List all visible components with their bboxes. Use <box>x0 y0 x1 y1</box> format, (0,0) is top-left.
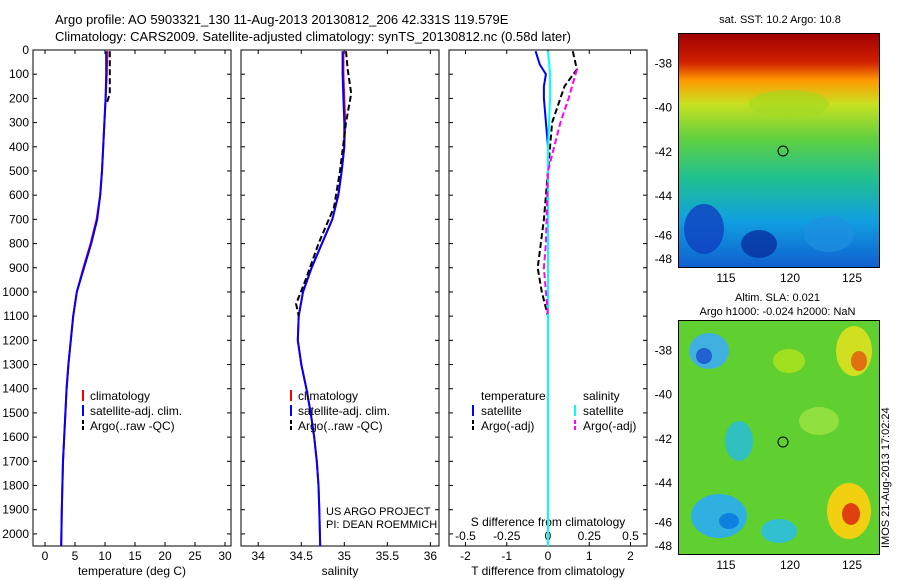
x-axis-label: temperature (deg C) <box>78 564 186 578</box>
sst-lat-label: -44 <box>655 189 673 203</box>
pi-label: PI: DEAN ROEMMICH <box>326 519 438 531</box>
x-tick-label: 0 <box>42 549 49 563</box>
legend-label: satellite <box>481 404 522 418</box>
y-tick-label: 2000 <box>2 527 29 541</box>
legend-label: satellite <box>583 404 624 418</box>
project-label: US ARGO PROJECT <box>326 506 431 518</box>
y-tick-label: 600 <box>9 188 29 202</box>
legend-label: Argo(-adj) <box>481 419 534 433</box>
series-line-satellite <box>547 51 552 546</box>
legend-label: Argo(..raw -QC) <box>90 419 175 433</box>
sla-lon-label: 120 <box>780 558 800 572</box>
profile-title: Argo profile: AO 5903321_130 11-Aug-2013… <box>55 12 509 27</box>
y-tick-label: 1700 <box>2 454 29 468</box>
legend-label: climatology <box>90 389 150 403</box>
y-tick-label: 900 <box>9 261 29 275</box>
sla-lat-label: -44 <box>655 476 673 490</box>
climatology-subtitle: Climatology: CARS2009. Satellite-adjuste… <box>55 29 571 44</box>
y-tick-label: 0 <box>22 43 29 57</box>
sla-lat-label: -42 <box>655 432 673 446</box>
x-axis-label: T difference from climatology <box>471 564 625 578</box>
sla-lon-label: 115 <box>716 558 735 572</box>
x-tick-label: 10 <box>98 549 112 563</box>
series-line-argo---raw--qc- <box>105 51 111 104</box>
x-tick-label: 0 <box>545 549 552 563</box>
y-tick-label: 1000 <box>2 285 29 299</box>
y-tick-label: 200 <box>9 91 29 105</box>
y-tick-label: 1200 <box>2 333 29 347</box>
sla-lon-label: 125 <box>842 558 862 572</box>
x-tick-label: 5 <box>72 549 79 563</box>
series-line-satellite-adj--clim- <box>296 51 346 547</box>
x-tick-label: 34 <box>252 549 266 563</box>
sla-lat-label: -40 <box>655 388 673 402</box>
sst-lat-label: -42 <box>655 145 673 159</box>
sst-map-title: sat. SST: 10.2 Argo: 10.8 <box>719 14 841 26</box>
y-tick-label: 1900 <box>2 503 29 517</box>
x-tick-label: 34.5 <box>290 549 314 563</box>
legend-label: Argo(..raw -QC) <box>298 419 383 433</box>
x-tick-label-secondary: 0.5 <box>622 529 639 543</box>
x-tick-label: 36 <box>424 549 438 563</box>
y-tick-label: 700 <box>9 212 29 226</box>
plot-frame-1 <box>240 49 440 547</box>
legend-label: satellite-adj. clim. <box>298 404 390 418</box>
y-tick-label: 1800 <box>2 479 29 493</box>
x-tick-label: 1 <box>586 549 593 563</box>
legend-label: climatology <box>298 389 358 403</box>
sst-lat-label: -40 <box>655 101 673 115</box>
y-tick-label: 800 <box>9 237 29 251</box>
series-line-argo---raw--qc- <box>295 51 353 317</box>
x-tick-label: 20 <box>158 549 172 563</box>
legend-label: Argo(-adj) <box>583 419 636 433</box>
sst-lat-label: -38 <box>655 56 673 70</box>
x-tick-label-secondary: -0.25 <box>493 529 521 543</box>
sst-lon-label: 120 <box>780 271 800 285</box>
x-tick-label: 25 <box>188 549 202 563</box>
x-tick-label: -2 <box>460 549 471 563</box>
x-tick-label-secondary: 0.25 <box>578 529 602 543</box>
sla-map-title: Altim. SLA: 0.021 <box>735 292 820 304</box>
x-axis-label: salinity <box>322 564 359 578</box>
x-tick-label: 35.5 <box>376 549 400 563</box>
sla-map-subtitle: Argo h1000: -0.024 h2000: NaN <box>699 306 856 318</box>
series-line-argo--adj- <box>542 69 578 317</box>
sla-map <box>678 320 880 555</box>
sst-lon-label: 115 <box>716 271 735 285</box>
x-tick-label: 35 <box>338 549 352 563</box>
legend-label: satellite-adj. clim. <box>90 404 182 418</box>
sst-lat-label: -48 <box>655 252 673 266</box>
sst-map <box>678 33 880 268</box>
x-tick-label: 2 <box>627 549 634 563</box>
x-tick-label: 15 <box>128 549 142 563</box>
legend-title-temperature: temperature <box>481 389 546 403</box>
sst-map-image <box>679 34 879 267</box>
x-tick-label: -1 <box>501 549 512 563</box>
y-tick-label: 1500 <box>2 406 29 420</box>
y-tick-label: 300 <box>9 116 29 130</box>
y-tick-label: 1100 <box>3 309 29 323</box>
plot-frame-0 <box>32 49 232 547</box>
x-tick-label-secondary: -0.5 <box>455 529 476 543</box>
sst-lat-label: -46 <box>655 229 673 243</box>
sst-lon-label: 125 <box>842 271 862 285</box>
sla-lat-label: -46 <box>655 516 673 530</box>
legend-title-salinity: salinity <box>583 389 620 403</box>
sla-lat-label: -38 <box>655 343 673 357</box>
sla-map-image <box>679 321 879 554</box>
y-tick-label: 100 <box>9 67 29 81</box>
series-line-satellite-adj--clim- <box>60 51 108 547</box>
x-tick-label: 30 <box>218 549 232 563</box>
imos-stamp: IMOS 21-Aug-2013 17:02:24 <box>880 407 892 548</box>
y-tick-label: 1300 <box>2 358 29 372</box>
y-tick-label: 1600 <box>2 430 29 444</box>
y-tick-label: 500 <box>9 164 29 178</box>
sla-lat-label: -48 <box>655 539 673 553</box>
y-tick-label: 1400 <box>2 382 29 396</box>
y-tick-label: 400 <box>9 140 29 154</box>
